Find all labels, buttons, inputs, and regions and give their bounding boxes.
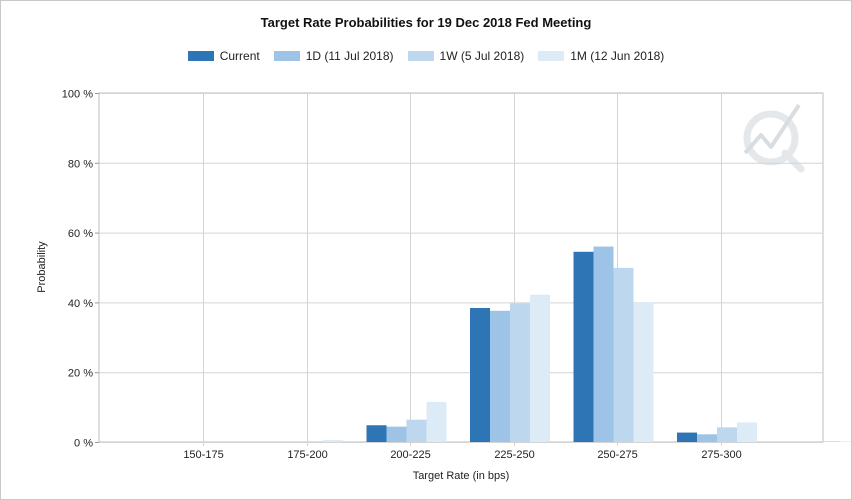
bar[interactable] bbox=[470, 307, 490, 442]
y-tick-label: 40 % bbox=[68, 298, 93, 310]
legend-item-current[interactable]: Current bbox=[187, 49, 260, 63]
bar[interactable] bbox=[510, 303, 530, 442]
x-tick-label: 275-300 bbox=[701, 449, 741, 461]
legend-label-current: Current bbox=[219, 49, 260, 63]
bar[interactable] bbox=[426, 401, 447, 442]
legend-label-1d: 1D (11 Jul 2018) bbox=[305, 49, 394, 63]
y-tick-label: 0 % bbox=[74, 438, 93, 450]
x-tick-label: 250-275 bbox=[597, 449, 637, 461]
cme-fedwatch-logo-icon bbox=[743, 103, 805, 173]
x-tick-label: 175-200 bbox=[287, 449, 327, 461]
grid-layer bbox=[95, 92, 824, 446]
bar[interactable] bbox=[573, 251, 594, 442]
axis-layer: Target Rate (in bps) Probability 0 % 20 %… bbox=[36, 89, 742, 483]
bar[interactable] bbox=[386, 426, 407, 442]
bars-layer bbox=[323, 246, 852, 442]
bar[interactable] bbox=[490, 310, 510, 442]
bar[interactable] bbox=[737, 422, 757, 442]
watermark-layer bbox=[743, 103, 805, 173]
bar[interactable] bbox=[530, 294, 550, 442]
legend-item-1w[interactable]: 1W (5 Jul 2018) bbox=[407, 49, 525, 63]
legend-label-1w: 1W (5 Jul 2018) bbox=[439, 49, 525, 63]
bar[interactable] bbox=[697, 434, 717, 442]
y-tick-label: 100 % bbox=[62, 89, 93, 101]
x-tick-label: 200-225 bbox=[390, 449, 430, 461]
plot-border bbox=[98, 92, 824, 443]
legend-swatch-1m bbox=[538, 51, 565, 61]
legend-label-1m: 1M (12 Jun 2018) bbox=[570, 49, 665, 63]
bar[interactable] bbox=[593, 246, 614, 442]
bar[interactable] bbox=[366, 425, 387, 442]
bar[interactable] bbox=[820, 441, 841, 442]
legend-item-1m[interactable]: 1M (12 Jun 2018) bbox=[538, 49, 664, 63]
y-tick-label: 80 % bbox=[68, 158, 93, 170]
legend-swatch-1w bbox=[407, 51, 434, 61]
y-tick-label: 20 % bbox=[68, 368, 93, 380]
bar[interactable] bbox=[840, 441, 852, 442]
chart-legend: Current 1D (11 Jul 2018) 1W (5 Jul 2018)… bbox=[1, 49, 851, 63]
bar[interactable] bbox=[406, 419, 427, 442]
legend-swatch-current bbox=[187, 51, 214, 61]
chart-title: Target Rate Probabilities for 19 Dec 201… bbox=[260, 15, 592, 30]
y-tick-label: 60 % bbox=[68, 228, 93, 240]
bar[interactable] bbox=[677, 432, 697, 442]
legend-swatch-1d bbox=[273, 51, 300, 61]
bar[interactable] bbox=[613, 267, 634, 442]
bar[interactable] bbox=[323, 439, 343, 442]
x-tick-label: 225-250 bbox=[494, 449, 534, 461]
bar[interactable] bbox=[633, 302, 654, 442]
x-tick-label: 150-175 bbox=[183, 449, 223, 461]
x-axis-label: Target Rate (in bps) bbox=[413, 470, 510, 482]
bar[interactable] bbox=[717, 427, 737, 442]
legend-item-1d[interactable]: 1D (11 Jul 2018) bbox=[273, 49, 394, 63]
y-axis-label: Probability bbox=[36, 241, 48, 293]
